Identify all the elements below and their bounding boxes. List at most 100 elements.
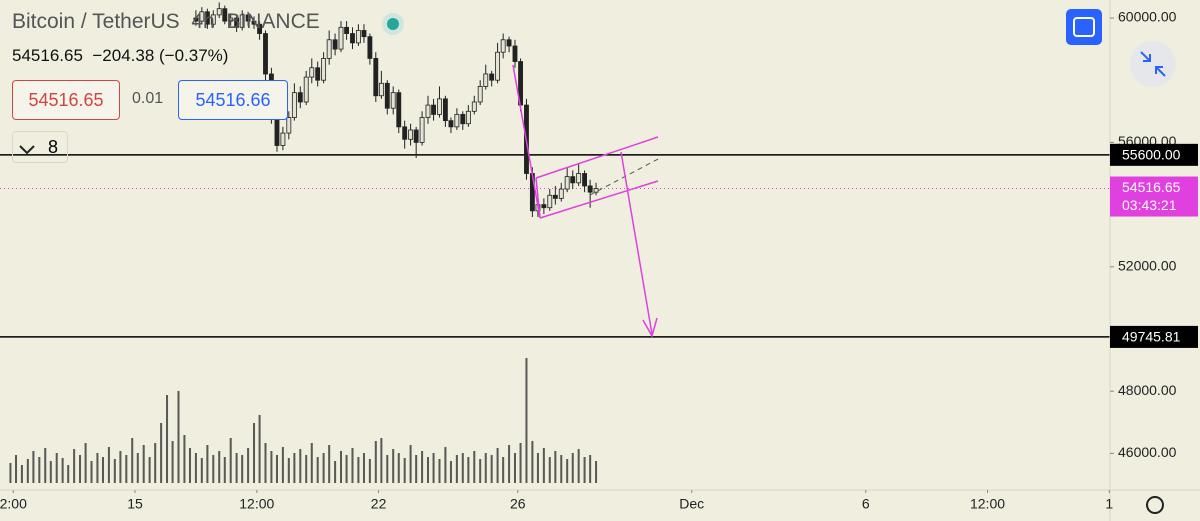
candle-body (465, 110, 471, 125)
candle-body (512, 45, 518, 62)
volume-bar (473, 451, 476, 483)
volume-bar (183, 435, 186, 483)
volume-bar (554, 451, 557, 483)
fullscreen-icon (1073, 17, 1095, 37)
volume-bar (362, 453, 365, 483)
indicators-toggle[interactable]: 8 (12, 131, 68, 163)
x-tick-label: 15 (127, 496, 143, 512)
volume-bar (484, 453, 487, 483)
last-price-box (1110, 176, 1198, 217)
candle-body (210, 14, 216, 25)
volume-bar (281, 447, 284, 483)
volume-bar (171, 441, 174, 483)
candle-body (506, 39, 512, 47)
volume-bar (531, 441, 534, 483)
last-price: 54516.65 (12, 46, 83, 65)
volume-bar (386, 455, 389, 483)
candle-body (303, 76, 309, 103)
x-tick-label: 1 (1105, 496, 1113, 512)
x-tick-label: Dec (679, 496, 704, 512)
volume-bar (577, 449, 580, 483)
candle-body (448, 120, 454, 128)
volume-bar (566, 459, 569, 483)
volume-bar (142, 445, 145, 483)
volume-bar (287, 458, 290, 483)
level-label-box (1110, 325, 1198, 348)
volume-bar (525, 358, 528, 483)
candle-body (489, 73, 495, 81)
x-tick-label: 22 (371, 496, 387, 512)
y-tick-label: 52000.00 (1118, 258, 1177, 274)
candle-body (245, 14, 251, 22)
candle-body (483, 73, 489, 87)
volume-bar (136, 453, 139, 483)
volume-bar (345, 455, 348, 483)
volume-bar (502, 457, 505, 483)
level-label-box (1110, 143, 1198, 166)
price-change: −204.38 (−0.37%) (92, 46, 229, 65)
candle-body (384, 82, 390, 109)
spread: 0.01 (132, 90, 164, 107)
candle-body (460, 114, 466, 125)
collapse-button[interactable] (1130, 41, 1176, 87)
x-tick-label: 26 (510, 496, 526, 512)
candle-body (402, 126, 408, 140)
candle-body (326, 39, 332, 59)
candle-body (216, 8, 222, 16)
volume-bar (368, 459, 371, 483)
buy-button[interactable]: 54516.66 (178, 80, 288, 120)
volume-bar (113, 459, 116, 483)
settings-icon[interactable] (1146, 496, 1164, 514)
volume-bar (536, 453, 539, 483)
candle-body (564, 176, 570, 190)
volume-bar (595, 461, 598, 483)
volume-bar (241, 455, 244, 483)
volume-bar (200, 458, 203, 483)
candle-body (552, 194, 558, 199)
candle-body (425, 104, 431, 118)
symbol-row: Bitcoin / TetherUS 4h BINANCE (12, 10, 320, 34)
volume-bar (293, 453, 296, 483)
volume-bar (160, 423, 163, 483)
volume-bar (351, 448, 354, 483)
volume-bar (479, 459, 482, 483)
candle-body (355, 30, 361, 44)
candle-body (495, 51, 501, 81)
volume-bar (264, 443, 267, 483)
candle-body (582, 173, 588, 187)
volume-bar (519, 443, 522, 483)
volume-bar (67, 465, 70, 483)
volume-bar (235, 453, 238, 483)
volume-bar (229, 438, 232, 483)
trend-line (512, 64, 541, 219)
candle-body (587, 185, 593, 193)
volume-bar (299, 449, 302, 483)
channel-area (536, 137, 658, 218)
volume-bar (61, 458, 64, 483)
volume-bar (20, 465, 23, 483)
channel-lower (539, 180, 659, 219)
volume-bar (55, 453, 58, 483)
volume-bar (194, 453, 197, 483)
volume-bar (49, 461, 52, 483)
sell-button[interactable]: 54516.65 (12, 80, 120, 120)
interval: 4h (191, 10, 215, 33)
volume-bar (357, 457, 360, 483)
candle-body (280, 132, 286, 146)
volume-bar (252, 423, 256, 483)
volume-bar (583, 457, 586, 483)
candle-body (367, 36, 373, 59)
volume-bar (101, 457, 105, 483)
fullscreen-button[interactable] (1066, 9, 1102, 45)
volume-bar (334, 461, 337, 483)
volume-bar (426, 457, 430, 483)
volume-bar (14, 455, 18, 483)
volume-bar (131, 438, 134, 483)
candle-body (471, 101, 477, 112)
volume-bar (270, 451, 273, 483)
volume-bar (542, 448, 545, 483)
candle-body (251, 20, 257, 25)
candle-body (193, 17, 199, 22)
volume-bar (490, 455, 493, 483)
